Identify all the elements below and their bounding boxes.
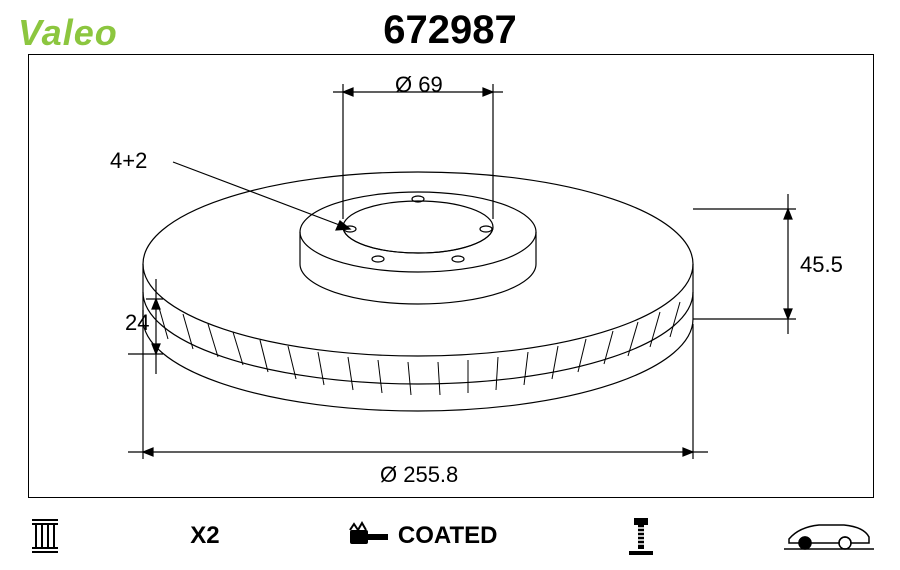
footer-car-icon	[784, 519, 874, 553]
brand-logo: Valeo	[18, 12, 118, 54]
label-height: 45.5	[800, 252, 843, 278]
brake-disc-diagram	[28, 54, 874, 498]
footer-bar: X2 COATED	[28, 516, 874, 556]
label-bore-diameter: Ø 69	[395, 72, 443, 98]
label-thickness: 24	[125, 310, 149, 336]
part-number: 672987	[383, 8, 516, 53]
footer-coated: COATED	[348, 520, 498, 552]
label-bolt-pattern: 4+2	[110, 148, 147, 174]
footer-vented-icon	[28, 518, 62, 554]
label-outer-diameter: Ø 255.8	[380, 462, 458, 488]
paintbrush-icon	[348, 520, 390, 552]
footer-bolt-icon	[626, 516, 656, 556]
footer-quantity: X2	[190, 522, 219, 550]
